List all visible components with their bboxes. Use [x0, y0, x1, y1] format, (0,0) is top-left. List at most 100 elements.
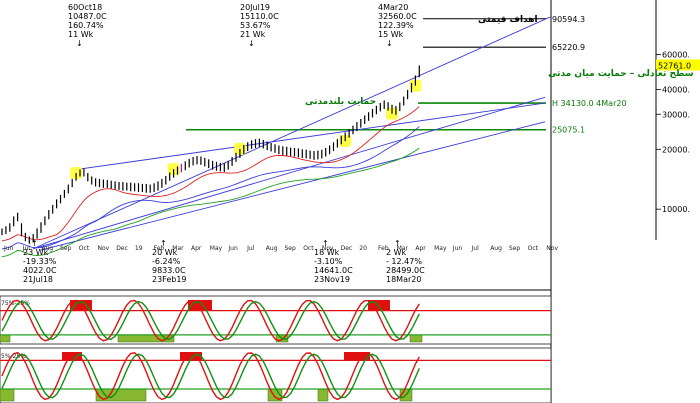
oscillator-slow-line: [1, 300, 420, 340]
peak-arrow-icon: ↓: [76, 39, 83, 48]
peak-label-line: 20Jul19: [240, 3, 270, 12]
trough-label-line: 23Nov19: [314, 275, 350, 284]
trough-arrow-icon: ↑: [322, 239, 329, 248]
peak-label-line: 53.67%: [240, 21, 271, 30]
moving-average-mid: [1, 126, 420, 250]
y-tick-label: 10000.: [662, 205, 690, 214]
x-month-label: Jul: [471, 245, 480, 252]
trough-label-line: 14641.0C: [314, 266, 353, 275]
peak-label-line: 21 Wk: [240, 30, 266, 39]
trough-label-line: 18Mar20: [386, 275, 421, 284]
x-month-label: Apr: [191, 245, 202, 252]
x-month-label: Dec: [116, 245, 128, 252]
target-level-label: 65220.9: [552, 43, 585, 52]
x-month-label: Aug: [266, 245, 278, 252]
targets-annotation: اهداف قیمتی: [478, 15, 538, 25]
x-month-label: Jun: [3, 245, 14, 252]
x-month-label: Jul: [246, 245, 255, 252]
x-month-label: Aug: [490, 245, 502, 252]
x-month-label: 19: [135, 245, 143, 252]
x-month-label: Aug: [41, 245, 53, 252]
x-month-label: Sep: [509, 245, 521, 252]
x-month-label: May: [210, 245, 223, 252]
trough-label-line: -6.24%: [152, 257, 181, 266]
peak-label-line: 4Mar20: [378, 3, 408, 12]
oversold-block: [0, 334, 11, 343]
moving-average-long: [1, 147, 420, 258]
peak-label-line: 15 Wk: [378, 30, 404, 39]
x-month-label: Nov: [322, 245, 334, 252]
support-level-label: H 34130.0 4Mar20: [552, 99, 627, 108]
trough-label-line: 18 Wk: [314, 248, 340, 257]
peak-label-line: 160.74%: [68, 21, 104, 30]
trough-label-line: -3.10%: [314, 257, 343, 266]
trend-channel-line: [76, 102, 546, 171]
oversold-block: [317, 388, 329, 402]
x-month-label: Oct: [79, 245, 90, 252]
peak-arrow-icon: ↓: [248, 39, 255, 48]
trough-label-line: 2 Wk: [386, 248, 407, 257]
x-month-label: Feb: [378, 245, 389, 252]
x-month-label: Dec: [341, 245, 353, 252]
trough-label-line: -19.33%: [23, 257, 57, 266]
trend-channel-line: [33, 16, 551, 250]
trough-arrow-icon: ↑: [160, 239, 167, 248]
peak-label-line: 10487.0C: [68, 12, 107, 21]
x-month-label: Feb: [154, 245, 165, 252]
trend-channel-line: [33, 96, 546, 250]
oscillator-1-label: 75%-25%: [1, 300, 30, 307]
overbought-block: [188, 300, 212, 311]
overbought-block: [180, 352, 202, 361]
overbought-block: [62, 352, 82, 361]
trough-label-line: 4022.0C: [23, 266, 57, 275]
oscillator-fast-line: [1, 351, 420, 401]
target-level-label: 90594.3: [552, 15, 585, 24]
trough-label-line: 23 Wk: [23, 248, 49, 257]
trend-channel-line: [40, 121, 546, 251]
x-month-label: Nov: [546, 245, 558, 252]
last-price-box: [656, 59, 700, 71]
support-level-label: 25075.1: [552, 126, 585, 135]
x-month-label: May: [434, 245, 447, 252]
peak-label-line: 11 Wk: [68, 30, 94, 39]
x-month-label: Nov: [98, 245, 110, 252]
peak-label-line: 122.39%: [378, 21, 414, 30]
trough-label-line: 20 Wk: [152, 248, 178, 257]
peak-label-line: 32560.0C: [378, 12, 417, 21]
trough-arrow-icon: ↑: [31, 239, 38, 248]
x-month-label: Apr: [415, 245, 426, 252]
last-price-label: 52761.0: [658, 61, 691, 70]
oversold-block: [409, 334, 423, 343]
x-month-label: Sep: [60, 245, 72, 252]
oscillator-slow-line: [1, 353, 420, 399]
peak-label-line: 15110.0C: [240, 12, 279, 21]
trough-label-line: 28499.0C: [386, 266, 425, 275]
trough-label-line: - 12.47%: [386, 257, 422, 266]
y-tick-label: 20000.: [662, 145, 690, 154]
trough-label-line: 21Jul18: [23, 275, 53, 284]
x-month-label: Mar: [172, 245, 184, 252]
x-month-label: Oct: [528, 245, 539, 252]
x-month-label: 20: [359, 245, 367, 252]
trough-arrow-icon: ↑: [394, 239, 401, 248]
y-tick-label: 30000.: [662, 110, 690, 119]
trough-label-line: 9833.0C: [152, 266, 186, 275]
x-month-label: Mar: [397, 245, 409, 252]
y-tick-label: 40000.: [662, 85, 690, 94]
mid-support-annotation: سطح تعادلی – حمایت میان مدتی: [548, 69, 694, 79]
oversold-block: [0, 388, 15, 402]
y-tick-label: 60000.: [662, 50, 690, 59]
x-month-label: Sep: [285, 245, 297, 252]
peak-arrow-icon: ↓: [386, 39, 393, 48]
x-month-label: Oct: [303, 245, 314, 252]
x-month-label: Jun: [227, 245, 238, 252]
x-month-label: Jul: [22, 245, 31, 252]
oscillator-2-label: 5%-25%: [1, 353, 26, 360]
long-support-annotation: حمایت بلندمدتی: [305, 97, 376, 107]
oscillator-fast-line: [1, 299, 420, 342]
peak-label-line: 60Oct18: [68, 3, 102, 12]
overbought-block: [368, 300, 390, 311]
x-month-label: Jun: [452, 245, 463, 252]
overbought-block: [344, 352, 370, 361]
